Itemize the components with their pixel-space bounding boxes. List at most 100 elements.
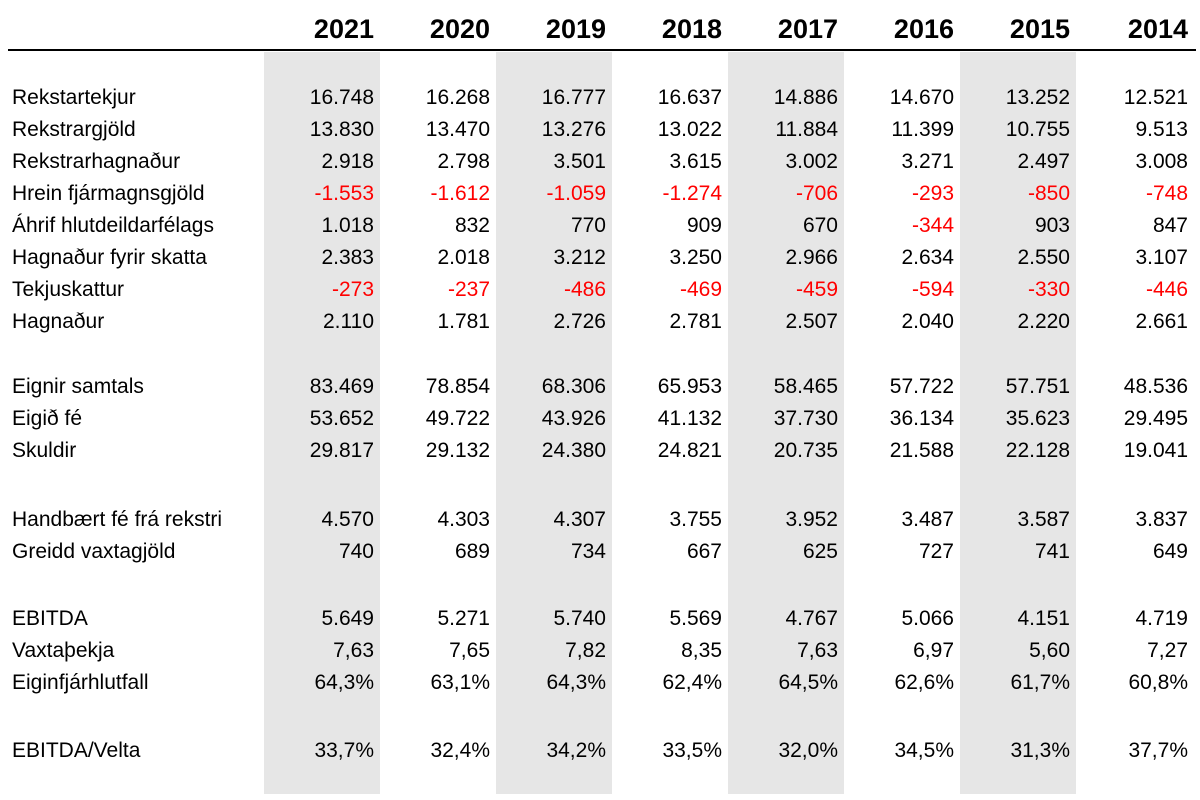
table-cell: 35.623 (1005, 407, 1070, 430)
table-cell: 34,2% (546, 739, 606, 762)
table-cell: 4.570 (321, 508, 374, 531)
table-cell: 903 (1034, 214, 1070, 237)
table-cell: -850 (1027, 182, 1070, 205)
table-cell: 34,5% (894, 739, 954, 762)
year-header: 2014 (1127, 14, 1188, 44)
table-row: Handbært fé frá rekstri 4.570 4.303 4.307 3.… (0, 505, 1200, 535)
table-cell: 2.110 (323, 310, 374, 333)
year-header: 2017 (777, 14, 838, 44)
table-cell: 6,97 (913, 639, 954, 662)
table-cell: 2.781 (669, 310, 722, 333)
row-label: Hagnaður fyrir skatta (12, 246, 207, 269)
table-cell: 4.151 (1017, 607, 1070, 630)
row-label: Eignir samtals (12, 375, 144, 398)
row-label: Eiginfjárhlutfall (12, 671, 149, 694)
table-cell: 68.306 (541, 375, 606, 398)
table-cell: 36.134 (889, 407, 954, 430)
table-cell: 4.307 (553, 508, 606, 531)
table-cell: 649 (1152, 540, 1188, 563)
table-cell: 689 (454, 540, 490, 563)
table-row: Hagnaður fyrir skatta 2.383 2.018 3.212 3.25… (0, 243, 1200, 273)
table-cell: 13.470 (425, 118, 490, 141)
table-cell: 3.250 (669, 246, 722, 269)
table-cell: 48.536 (1123, 375, 1188, 398)
table-cell: 24.380 (541, 439, 606, 462)
table-cell: 11.884 (775, 118, 838, 141)
table-cell: 60,8% (1128, 671, 1188, 694)
table-cell: 3.501 (553, 150, 606, 173)
table-cell: -459 (795, 278, 838, 301)
table-cell: 19.041 (1123, 439, 1188, 462)
table-cell: 32,4% (430, 739, 490, 762)
table-cell: -594 (911, 278, 954, 301)
table-cell: 62,4% (662, 671, 722, 694)
table-row: Vaxtaþekja 7,63 7,65 7,82 8,35 7,63 6,97 5,60 7,… (0, 636, 1200, 666)
table-cell: 29.817 (309, 439, 374, 462)
table-cell: 5.066 (901, 607, 954, 630)
table-cell: 741 (1034, 540, 1070, 563)
table-cell: -486 (563, 278, 606, 301)
table-cell: 847 (1152, 214, 1188, 237)
table-cell: 625 (802, 540, 838, 563)
row-label: EBITDA/Velta (12, 739, 141, 762)
table-cell: 57.722 (889, 375, 954, 398)
table-cell: 29.495 (1123, 407, 1188, 430)
table-cell: 11.399 (891, 118, 954, 141)
table-cell: 49.722 (425, 407, 490, 430)
table-cell: 1.018 (321, 214, 374, 237)
table-cell: 33,7% (314, 739, 374, 762)
table-cell: 16.748 (309, 86, 374, 109)
table-cell: -1.274 (662, 182, 722, 205)
table-cell: 3.002 (785, 150, 838, 173)
table-cell: 14.670 (889, 86, 954, 109)
table-cell: 2.497 (1017, 150, 1070, 173)
table-cell: 3.755 (669, 508, 722, 531)
table-cell: 3.008 (1135, 150, 1188, 173)
table-row: Rekstrarhagnaður 2.918 2.798 3.501 3.615 3.00… (0, 147, 1200, 177)
table-cell: 2.798 (437, 150, 490, 173)
table-cell: 61,7% (1010, 671, 1070, 694)
table-cell: 3.615 (669, 150, 722, 173)
table-cell: 62,6% (894, 671, 954, 694)
table-cell: -1.553 (314, 182, 374, 205)
table-cell: -344 (911, 214, 954, 237)
table-cell: 13.022 (657, 118, 722, 141)
table-cell: -1.059 (546, 182, 606, 205)
table-cell: 5.569 (669, 607, 722, 630)
table-row: Eigið fé 53.652 49.722 43.926 41.132 37.730 36… (0, 404, 1200, 434)
table-cell: 727 (918, 540, 954, 563)
table-cell: 14.886 (773, 86, 838, 109)
table-row: EBITDA/Velta 33,7% 32,4% 34,2% 33,5% 32,0% 34,… (0, 736, 1200, 766)
table-row: Greidd vaxtagjöld 740 689 734 667 625 727 741 64… (0, 537, 1200, 567)
table-cell: 3.271 (901, 150, 954, 173)
shaded-column-2021 (264, 52, 380, 794)
table-cell: 64,5% (778, 671, 838, 694)
row-label: Áhrif hlutdeildarfélags (12, 214, 214, 237)
table-cell: 63,1% (430, 671, 490, 694)
table-cell: 667 (686, 540, 722, 563)
year-header: 2018 (661, 14, 722, 44)
table-cell: 13.252 (1005, 86, 1070, 109)
table-cell: 2.507 (785, 310, 838, 333)
table-cell: 2.661 (1135, 310, 1188, 333)
row-label: Rekstrargjöld (12, 118, 136, 141)
table-cell: 5.649 (321, 607, 374, 630)
table-cell: 2.550 (1017, 246, 1070, 269)
table-cell: 22.128 (1005, 439, 1070, 462)
table-cell: 7,27 (1147, 639, 1188, 662)
table-cell: 5.271 (437, 607, 490, 630)
table-cell: -237 (447, 278, 490, 301)
table-cell: -469 (679, 278, 722, 301)
table-cell: 1.781 (437, 310, 490, 333)
year-header: 2015 (1009, 14, 1070, 44)
row-label: Handbært fé frá rekstri (12, 508, 223, 531)
table-row: Skuldir 29.817 29.132 24.380 24.821 20.735 21.… (0, 436, 1200, 466)
table-cell: 2.383 (321, 246, 374, 269)
row-label: EBITDA (12, 607, 88, 630)
table-cell: 53.652 (309, 407, 374, 430)
year-header: 2016 (893, 14, 954, 44)
table-cell: 16.268 (425, 86, 490, 109)
table-cell: 7,82 (565, 639, 606, 662)
header-divider (8, 49, 1196, 51)
